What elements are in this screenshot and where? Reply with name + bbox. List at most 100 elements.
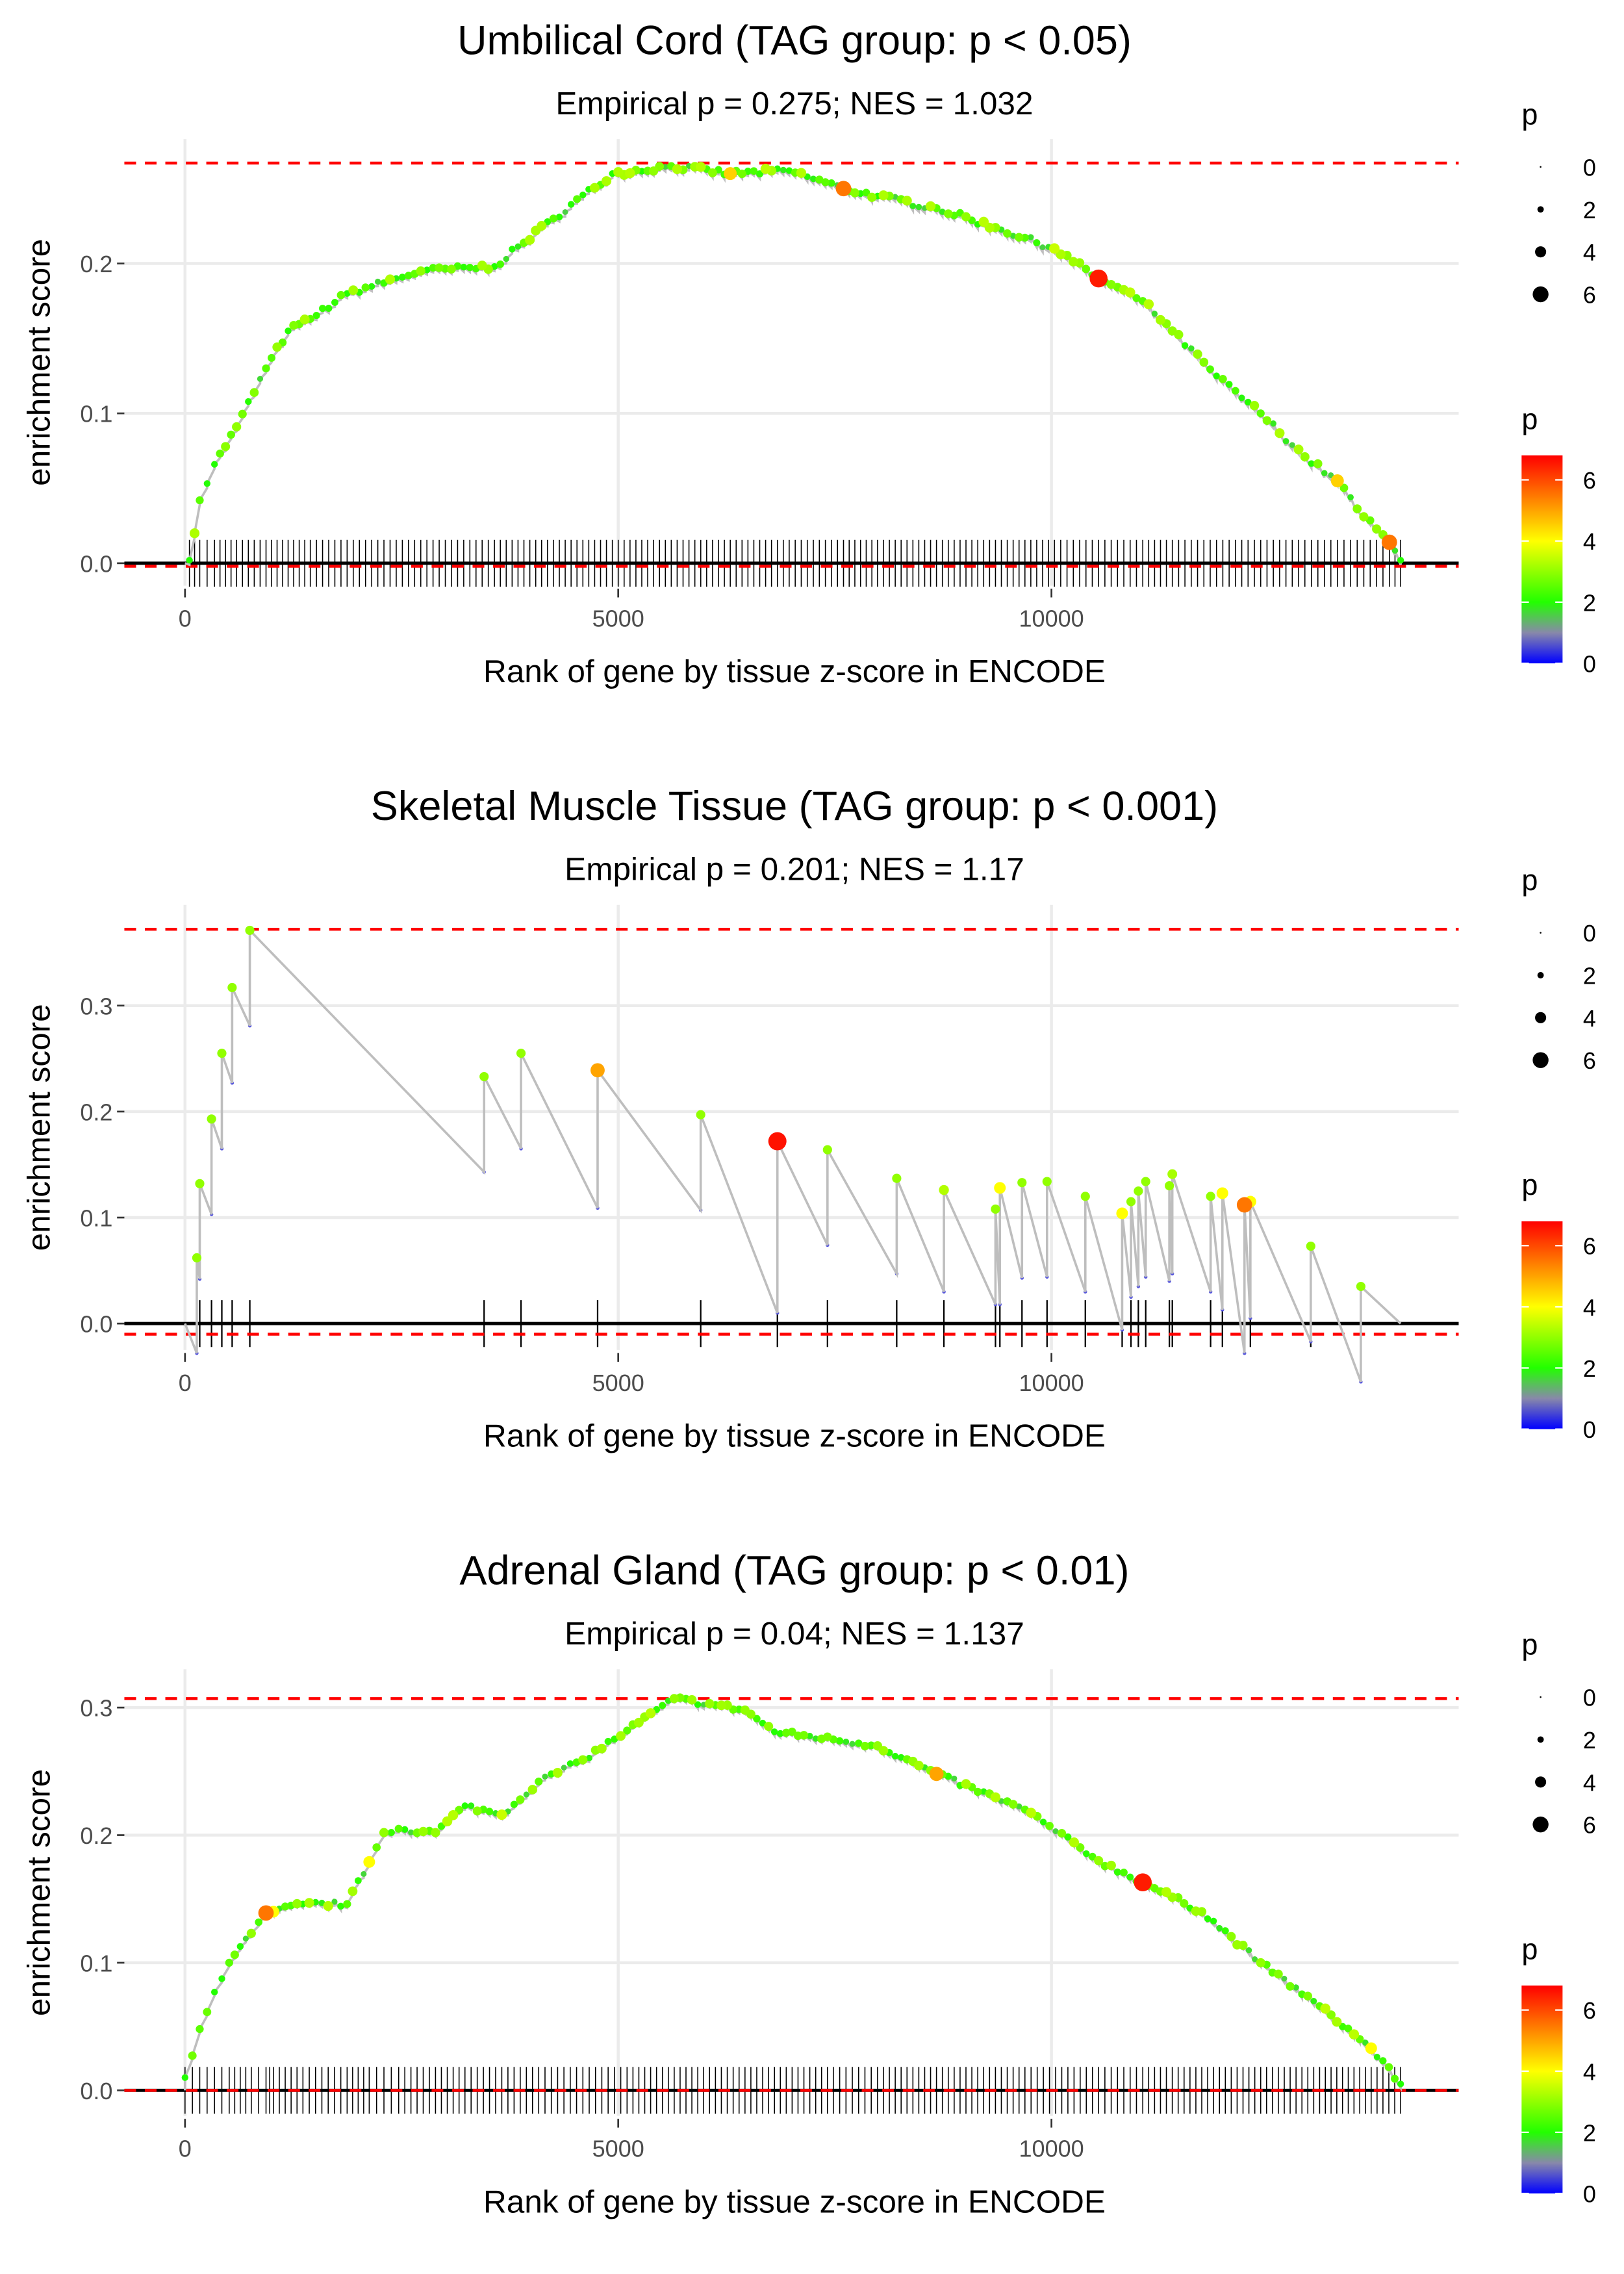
- data-point: [1308, 460, 1315, 467]
- data-point: [337, 1902, 344, 1910]
- data-point: [799, 1731, 809, 1740]
- data-point: [604, 1737, 612, 1745]
- data-point: [442, 1816, 453, 1826]
- data-point: [1379, 2057, 1387, 2065]
- y-tick-label: 0.2: [80, 1099, 112, 1125]
- y-axis-label: enrichment score: [21, 1004, 57, 1251]
- data-point: [221, 442, 231, 452]
- data-point: [1028, 234, 1034, 240]
- data-point: [753, 1715, 761, 1723]
- data-point: [616, 1731, 626, 1741]
- data-point: [1332, 2017, 1342, 2027]
- data-point: [694, 1701, 702, 1708]
- data-point: [1300, 452, 1310, 462]
- size-legend-label: 2: [1583, 1727, 1596, 1754]
- data-point: [1306, 1241, 1315, 1251]
- data-point: [1003, 229, 1012, 238]
- data-point: [516, 1795, 525, 1804]
- data-point: [461, 1802, 468, 1809]
- data-point: [1016, 1803, 1022, 1809]
- data-point: [1206, 1192, 1215, 1201]
- size-legend-dot: [1540, 1696, 1542, 1698]
- data-point: [1174, 329, 1184, 340]
- x-axis-label: Rank of gene by tissue z-score in ENCODE: [483, 2183, 1106, 2219]
- data-point: [810, 175, 817, 183]
- data-point: [363, 1856, 375, 1868]
- data-point: [1245, 398, 1252, 406]
- data-point: [1161, 1887, 1172, 1897]
- data-point: [368, 283, 375, 290]
- data-point: [1106, 279, 1116, 289]
- data-point: [737, 170, 746, 179]
- y-axis-label: enrichment score: [21, 239, 57, 486]
- data-point: [625, 168, 635, 179]
- data-point: [1206, 365, 1214, 374]
- data-point: [978, 216, 989, 227]
- size-legend-label: 6: [1583, 282, 1596, 309]
- size-legend-dot: [1535, 1012, 1547, 1023]
- x-tick-label: 0: [179, 606, 192, 632]
- data-point: [188, 2051, 197, 2060]
- data-point: [973, 1787, 982, 1796]
- data-point: [181, 2074, 188, 2081]
- data-point: [1026, 1808, 1037, 1818]
- data-point: [1262, 416, 1272, 426]
- data-point: [1076, 1843, 1085, 1852]
- data-point: [468, 1802, 475, 1809]
- data-point: [510, 1800, 518, 1808]
- size-legend-dot: [1537, 972, 1544, 978]
- data-point: [776, 1730, 784, 1737]
- data-point: [850, 188, 859, 198]
- data-point: [623, 1726, 631, 1735]
- data-point: [195, 1179, 205, 1188]
- data-point: [914, 1760, 924, 1770]
- data-point: [272, 342, 282, 352]
- data-point: [472, 1806, 482, 1816]
- panel-0: Umbilical Cord (TAG group: p < 0.05) Empi…: [21, 18, 1596, 689]
- data-point: [1049, 243, 1060, 254]
- data-point: [319, 305, 327, 313]
- color-legend-label: 2: [1583, 1355, 1596, 1382]
- data-point: [843, 1738, 850, 1745]
- data-point: [951, 1775, 958, 1782]
- data-point: [535, 1777, 543, 1786]
- data-point: [431, 1828, 440, 1837]
- data-point: [939, 1184, 949, 1195]
- data-point: [1015, 233, 1024, 242]
- data-point: [207, 1114, 216, 1124]
- data-point: [1045, 1822, 1054, 1830]
- data-point: [915, 203, 922, 211]
- data-point: [210, 1988, 218, 1996]
- data-point: [527, 1785, 538, 1795]
- color-bar: [1521, 455, 1563, 663]
- chart-title: Skeletal Muscle Tissue (TAG group: p < 0…: [371, 784, 1218, 829]
- data-point: [645, 1708, 656, 1718]
- data-point: [602, 176, 612, 186]
- data-point: [1391, 547, 1399, 554]
- data-point: [991, 1204, 1000, 1214]
- y-tick-label: 0.3: [80, 993, 112, 1019]
- data-point: [479, 1071, 489, 1082]
- data-point: [236, 1943, 244, 1950]
- data-point: [460, 263, 468, 271]
- chart-title: Umbilical Cord (TAG group: p < 0.05): [457, 18, 1132, 63]
- size-legend-dot: [1535, 246, 1547, 258]
- data-point: [245, 925, 255, 936]
- data-point: [1068, 257, 1078, 267]
- data-point: [1193, 349, 1202, 359]
- data-point: [225, 1958, 233, 1967]
- data-point: [312, 311, 320, 320]
- data-point: [585, 1754, 593, 1761]
- data-point: [230, 1950, 239, 1960]
- data-point: [994, 1182, 1006, 1194]
- size-legend-dot: [1532, 286, 1549, 303]
- color-legend-label: 6: [1583, 467, 1596, 494]
- data-point: [785, 167, 793, 174]
- data-point: [516, 1049, 526, 1058]
- data-point: [418, 1826, 428, 1837]
- data-point: [514, 243, 522, 250]
- data-point: [961, 212, 971, 222]
- x-tick-label: 0: [179, 1370, 192, 1396]
- size-legend-title: p: [1521, 863, 1538, 897]
- data-point: [1390, 2075, 1399, 2083]
